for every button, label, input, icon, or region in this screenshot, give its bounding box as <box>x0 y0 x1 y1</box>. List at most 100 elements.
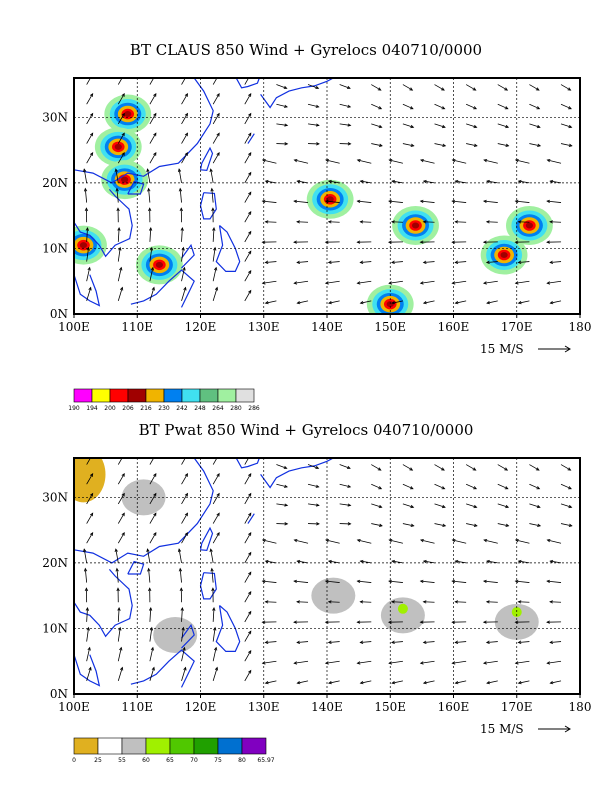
colorbar-swatch-1 <box>97 737 123 755</box>
coastline-0 <box>74 78 214 184</box>
reference-vector-head <box>564 345 571 353</box>
coastline-3 <box>127 180 145 195</box>
coastline-11 <box>247 133 255 144</box>
colorbar-swatch-4 <box>169 737 195 755</box>
colorbar-swatch-3 <box>127 388 147 403</box>
colorbar-label-2: 200 <box>104 405 116 412</box>
coastline-4 <box>199 526 214 552</box>
cloud-feature-8-layer-5 <box>525 222 534 229</box>
y-tick-label: 0N <box>50 307 68 321</box>
colorbar-swatch-6 <box>181 388 201 403</box>
coastline-11 <box>247 513 255 524</box>
chart-2: 100E 110E 120E 130E 140E 150E 160E 170E 180 0N 10N… <box>42 457 592 764</box>
x-tick-label: 140E <box>311 700 343 714</box>
colorbar-label-1: 25 <box>94 757 102 764</box>
x-tick-label: 140E <box>311 320 343 334</box>
x-tick-label: 110E <box>121 320 153 334</box>
chart-1-title: BT CLAUS 850 Wind + Gyrelocs 040710/0000 <box>129 41 483 59</box>
colorbar-label-4: 216 <box>140 405 152 412</box>
colorbar-swatch-0 <box>73 388 93 403</box>
reference-vector-head <box>564 725 571 733</box>
pwat-feature-2 <box>153 617 198 653</box>
cloud-feature-5-layer-5 <box>326 196 334 203</box>
coastline-8 <box>130 649 195 688</box>
cloud-feature-9-layer-5 <box>386 301 394 308</box>
colorbar-swatch-6 <box>217 737 243 755</box>
colorbar-swatch-2 <box>109 388 129 403</box>
x-tick-label: 170E <box>501 700 533 714</box>
x-tick-label: 100E <box>58 700 90 714</box>
coastline-3 <box>127 560 145 575</box>
colorbar-label-5: 230 <box>158 405 170 412</box>
reference-vector-label: 15 M/S <box>480 722 524 736</box>
x-tick-label: 160E <box>438 320 470 334</box>
x-tick-label: 170E <box>501 320 533 334</box>
y-tick-label: 10N <box>42 241 68 255</box>
colorbar-swatch-3 <box>145 737 171 755</box>
coastline-6 <box>215 605 241 653</box>
coastline-1 <box>74 189 133 258</box>
x-tick-label: 180 <box>569 320 592 334</box>
colorbar-swatch-7 <box>241 737 267 755</box>
colorbar-label-1: 194 <box>86 405 98 412</box>
colorbar-label-3: 60 <box>142 757 150 764</box>
colorbar-swatch-7 <box>199 388 219 403</box>
coastline-8 <box>130 269 195 308</box>
x-tick-label: 150E <box>374 700 406 714</box>
x-tick-label: 180 <box>569 700 592 714</box>
plot-area <box>74 458 573 688</box>
pwat-feature-0 <box>74 458 106 503</box>
x-tick-label: 130E <box>248 700 280 714</box>
pwat-feature-6 <box>511 607 522 618</box>
y-tick-label: 30N <box>42 490 68 504</box>
y-tick-label: 20N <box>42 556 68 570</box>
coastline-1 <box>74 569 133 638</box>
coastline-10 <box>235 78 260 89</box>
colorbar-label-0: 0 <box>72 757 76 764</box>
coastline-9 <box>260 78 334 109</box>
colorbar-label-3: 206 <box>122 405 134 412</box>
colorbar-swatch-5 <box>163 388 183 403</box>
colorbar-label-7: 80 <box>238 757 246 764</box>
x-tick-label: 100E <box>58 320 90 334</box>
wind-vectors <box>83 458 573 685</box>
pwat-feature-7 <box>397 603 408 614</box>
colorbar-label-7: 248 <box>194 405 206 412</box>
colorbar-label-5: 70 <box>190 757 198 764</box>
colorbar-label-10: 286 <box>248 405 260 412</box>
reference-vector-label: 15 M/S <box>480 342 524 356</box>
colorbar-label-2: 55 <box>118 757 126 764</box>
colorbar-swatch-5 <box>193 737 219 755</box>
colorbar-label-6: 242 <box>176 405 188 412</box>
y-tick-label: 30N <box>42 110 68 124</box>
colorbar-swatch-2 <box>121 737 147 755</box>
x-tick-label: 130E <box>248 320 280 334</box>
cloud-feature-7-layer-5 <box>500 252 508 258</box>
y-tick-label: 20N <box>42 176 68 190</box>
cloud-feature-2-layer-5 <box>121 176 129 183</box>
wind-vectors <box>83 78 573 305</box>
coastline-5 <box>199 192 217 220</box>
pwat-feature-3 <box>311 577 356 614</box>
x-tick-label: 120E <box>185 700 217 714</box>
colorbar-label-4: 65 <box>166 757 174 764</box>
chart-1: 100E 110E 120E 130E 140E 150E 160E 170E 180 0N 10N… <box>42 77 592 412</box>
x-tick-label: 110E <box>121 700 153 714</box>
coastline-7 <box>181 243 195 269</box>
colorbar-swatch-4 <box>145 388 165 403</box>
colorbar-label-8: 264 <box>212 405 224 412</box>
coastline-0 <box>74 458 214 564</box>
x-tick-label: 120E <box>185 320 217 334</box>
colorbar-swatch-0 <box>73 737 99 755</box>
x-tick-label: 160E <box>438 700 470 714</box>
coastline-2 <box>74 654 101 687</box>
colorbar: 190 194 200 206 216 230 242 248 264 280 286 <box>68 388 260 412</box>
coastline-5 <box>199 572 217 600</box>
colorbar: 0 25 55 60 65 70 75 80 65.97 <box>72 737 275 764</box>
coastline-6 <box>215 225 241 272</box>
x-tick-label: 150E <box>374 320 406 334</box>
chart-2-title: BT Pwat 850 Wind + Gyrelocs 040710/0000 <box>138 421 474 439</box>
coastline-2 <box>74 274 101 307</box>
cloud-feature-4-layer-5 <box>79 242 88 249</box>
